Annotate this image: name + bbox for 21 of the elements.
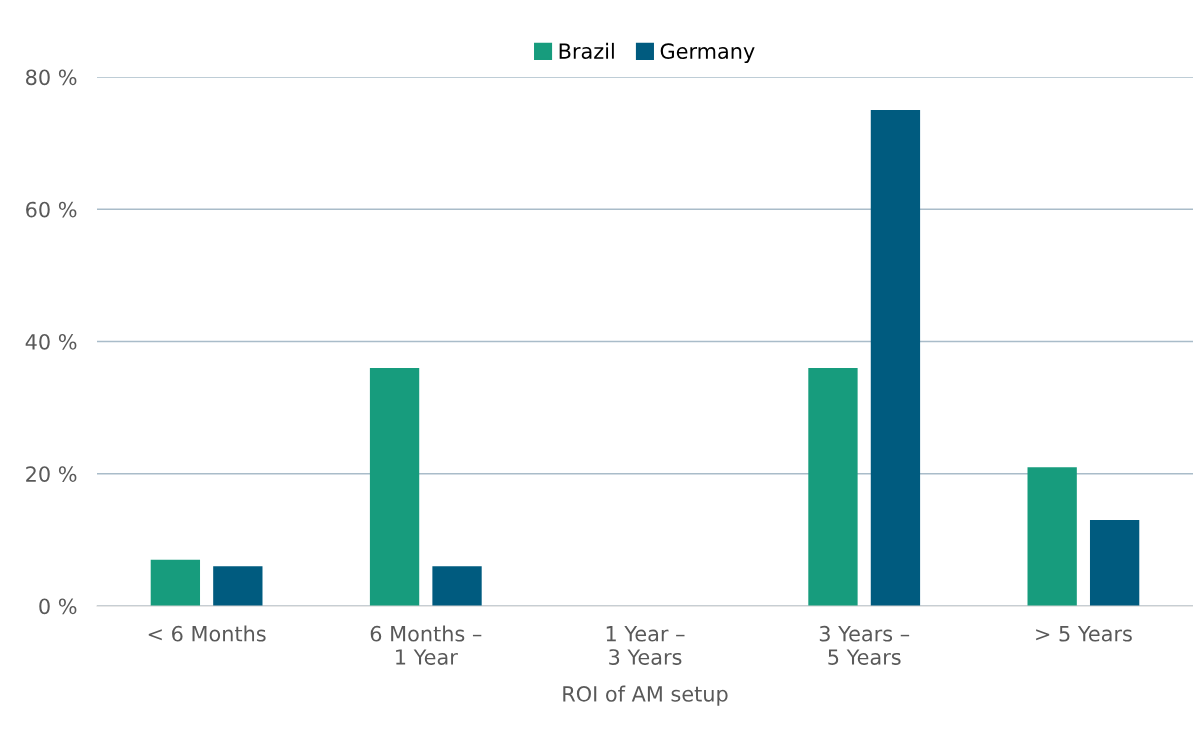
bar xyxy=(808,367,858,606)
x-tick-label: > 5 Years xyxy=(1036,626,1132,642)
bar xyxy=(432,566,482,606)
x-tick-label: 3 Years – 5 Years xyxy=(819,625,910,665)
bar xyxy=(150,559,201,606)
y-tick-label: 20 % xyxy=(26,466,77,482)
x-tick-label: < 6 Months xyxy=(148,625,266,642)
x-tick-label: 1 Year – 3 Years xyxy=(606,626,685,665)
y-tick-label: 80 % xyxy=(26,69,77,86)
y-tick-label: 0 % xyxy=(39,598,77,615)
legend-label: Brazil xyxy=(559,42,614,59)
bar xyxy=(213,566,263,606)
legend-label: Germany xyxy=(660,43,755,64)
bar xyxy=(1027,467,1077,606)
bar xyxy=(369,367,420,606)
x-axis-title: ROI of AM setup xyxy=(563,685,728,706)
y-tick-label: 40 % xyxy=(25,333,77,350)
y-tick-label: 60 % xyxy=(26,201,77,218)
bar xyxy=(870,110,921,606)
x-tick-label: 6 Months – 1 Year xyxy=(370,625,482,665)
bar xyxy=(1089,520,1140,606)
